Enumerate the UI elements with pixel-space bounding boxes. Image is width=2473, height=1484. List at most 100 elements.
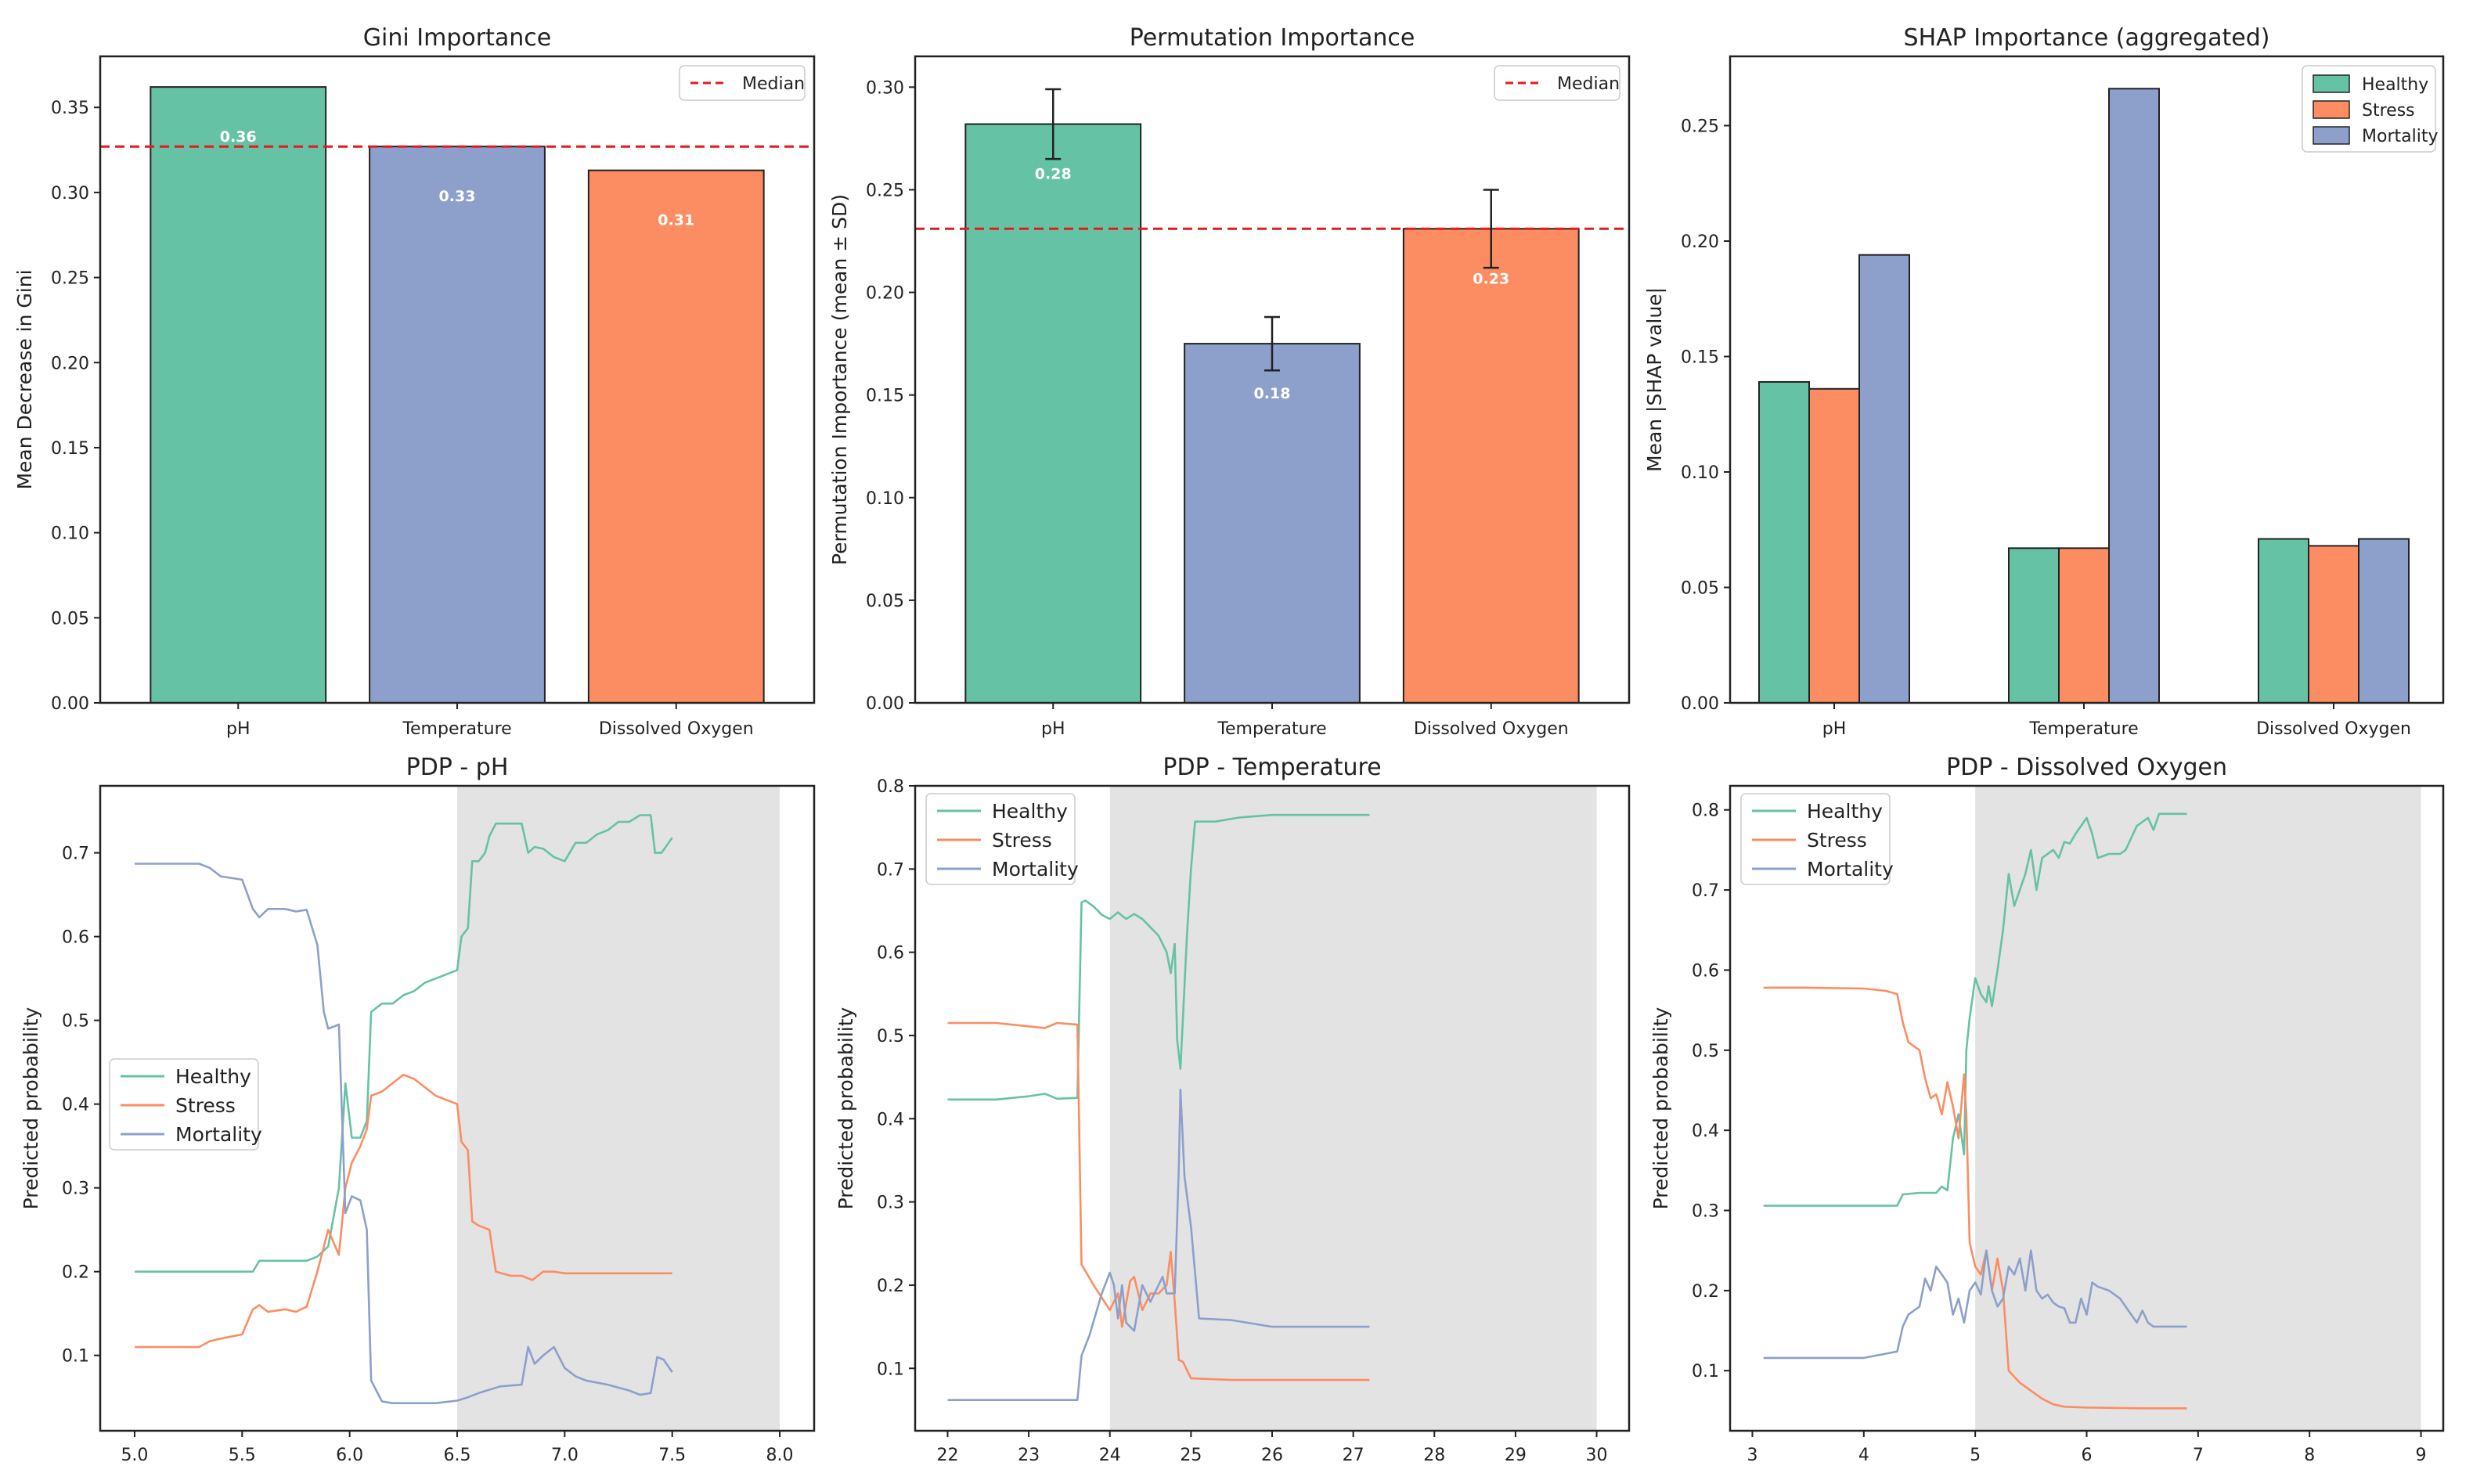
legend-box bbox=[1740, 793, 1891, 885]
x-tick-label: 28 bbox=[1423, 1446, 1445, 1465]
series-line-healthy bbox=[135, 814, 673, 1273]
bar-mortality-0 bbox=[1858, 254, 1910, 704]
x-tick-label: 23 bbox=[1018, 1446, 1040, 1465]
x-tick-label: 7.5 bbox=[658, 1446, 686, 1465]
legend-box bbox=[925, 793, 1076, 885]
legend-label-healthy: Healthy bbox=[1807, 800, 1883, 823]
y-tick-label: 0.20 bbox=[1681, 232, 1719, 252]
x-tick-label: 5 bbox=[1970, 1446, 1981, 1465]
data-label: 0.36 bbox=[220, 128, 257, 146]
bar-0 bbox=[150, 86, 327, 704]
series-line-stress bbox=[947, 1021, 1370, 1381]
x-tick-label: Temperature bbox=[2028, 719, 2138, 739]
y-tick-label: 0.6 bbox=[877, 944, 904, 964]
x-tick-label: Dissolved Oxygen bbox=[2256, 719, 2411, 739]
legend-label-stress: Stress bbox=[992, 829, 1052, 852]
legend-box bbox=[1494, 65, 1620, 101]
data-label: 0.18 bbox=[1254, 385, 1291, 402]
x-tick-label: pH bbox=[226, 719, 251, 739]
bar-mortality-2 bbox=[2358, 538, 2410, 704]
chart-title: PDP - pH bbox=[406, 754, 509, 781]
y-tick-label: 0.10 bbox=[866, 489, 904, 509]
x-tick-label: 8.0 bbox=[766, 1446, 794, 1465]
legend-label-healthy: Healthy bbox=[175, 1065, 251, 1088]
x-tick-label: Temperature bbox=[402, 719, 511, 739]
x-tick-label: 25 bbox=[1180, 1446, 1202, 1465]
series-line-mortality bbox=[135, 863, 673, 1404]
y-tick-label: 0.5 bbox=[62, 1012, 89, 1032]
y-tick-label: 0.6 bbox=[1692, 961, 1719, 981]
y-tick-label: 0.3 bbox=[62, 1180, 89, 1199]
x-tick-label: Dissolved Oxygen bbox=[599, 719, 754, 739]
bar-stress-1 bbox=[2058, 547, 2110, 704]
y-tick-label: 0.4 bbox=[62, 1096, 89, 1115]
chart-5: 22 23 24 25 26 27 28 29 30 0.1 0.2 0.3 0.4 0.5 0.6 0.7 0… bbox=[835, 754, 1631, 1465]
x-tick-label: 22 bbox=[936, 1446, 958, 1465]
legend-swatch-mortality bbox=[2313, 126, 2350, 145]
legend-box bbox=[679, 65, 806, 101]
bar-healthy-0 bbox=[1758, 380, 1810, 704]
x-tick-label: pH bbox=[1822, 719, 1847, 739]
optimal-range-shade bbox=[1975, 786, 2421, 1431]
y-tick-label: 0.05 bbox=[866, 592, 904, 611]
y-axis-label: Mean |SHAP value| bbox=[1643, 287, 1666, 472]
x-tick-label: 7.0 bbox=[551, 1446, 579, 1465]
legend-label-healthy: Healthy bbox=[2362, 75, 2428, 95]
y-axis-label: Mean Decrease in Gini bbox=[13, 269, 36, 489]
axes-frame bbox=[99, 784, 816, 1432]
chart-3: pH Temperature Dissolved Oxygen 0.00 0.05 0.1… bbox=[1643, 24, 2445, 739]
y-tick-label: 0.2 bbox=[1692, 1282, 1719, 1302]
x-tick-label: 3 bbox=[1747, 1446, 1757, 1465]
x-tick-label: 6.0 bbox=[336, 1446, 363, 1465]
y-tick-label: 0.15 bbox=[51, 439, 89, 459]
chart-title: Gini Importance bbox=[363, 24, 551, 52]
y-tick-label: 0.15 bbox=[866, 387, 904, 406]
axes-frame bbox=[914, 55, 1631, 704]
bar-0 bbox=[964, 123, 1142, 704]
legend-swatch-healthy bbox=[2313, 74, 2350, 93]
legend-label-stress: Stress bbox=[175, 1094, 236, 1117]
legend-label-stress: Stress bbox=[1807, 829, 1867, 852]
y-tick-label: 0.7 bbox=[1692, 881, 1719, 901]
legend-box bbox=[109, 1058, 259, 1151]
legend-label-mortality: Mortality bbox=[1807, 858, 1894, 881]
data-label: 0.31 bbox=[658, 212, 694, 229]
chart-title: Permutation Importance bbox=[1130, 24, 1415, 52]
x-tick-label: 8 bbox=[2304, 1446, 2315, 1465]
y-tick-label: 0.25 bbox=[1681, 117, 1719, 137]
x-tick-label: Temperature bbox=[1217, 719, 1326, 739]
y-tick-label: 0.20 bbox=[866, 284, 904, 304]
bar-mortality-1 bbox=[2108, 88, 2160, 704]
optimal-range-shade bbox=[457, 786, 780, 1431]
x-tick-label: 6.5 bbox=[444, 1446, 471, 1465]
axes-frame bbox=[99, 55, 816, 704]
x-tick-label: 26 bbox=[1261, 1446, 1283, 1465]
y-tick-label: 0.00 bbox=[866, 694, 904, 714]
chart-title: PDP - Temperature bbox=[1163, 754, 1381, 781]
legend-label-mortality: Mortality bbox=[175, 1123, 262, 1146]
y-axis-label: Permutation Importance (mean ± SD) bbox=[828, 194, 851, 565]
legend-label-mortality: Mortality bbox=[992, 858, 1079, 881]
legend-median-label: Median bbox=[1557, 74, 1620, 94]
y-tick-label: 0.25 bbox=[866, 181, 904, 200]
bar-2 bbox=[1402, 228, 1580, 704]
y-tick-label: 0.2 bbox=[62, 1263, 89, 1283]
series-line-mortality bbox=[947, 1088, 1370, 1401]
bar-1 bbox=[369, 146, 546, 704]
series-line-healthy bbox=[947, 813, 1370, 1101]
y-tick-label: 0.1 bbox=[1692, 1362, 1719, 1381]
data-label: 0.33 bbox=[439, 188, 476, 205]
y-tick-label: 0.3 bbox=[1692, 1202, 1719, 1222]
legend-label-stress: Stress bbox=[2362, 101, 2415, 121]
legend-median-label: Median bbox=[742, 74, 805, 94]
y-tick-label: 0.4 bbox=[877, 1110, 904, 1129]
x-tick-label: 5.0 bbox=[121, 1446, 148, 1465]
bar-2 bbox=[587, 169, 765, 704]
y-tick-label: 0.7 bbox=[62, 845, 89, 864]
y-axis-label: Predicted probability bbox=[1649, 1007, 1672, 1209]
optimal-range-shade bbox=[1109, 786, 1597, 1431]
chart-2: 0.28 0.18 0.23 pH Temperature Dissolved Oxyge… bbox=[828, 24, 1631, 739]
bar-1 bbox=[1184, 343, 1361, 704]
axes-frame bbox=[914, 784, 1631, 1432]
